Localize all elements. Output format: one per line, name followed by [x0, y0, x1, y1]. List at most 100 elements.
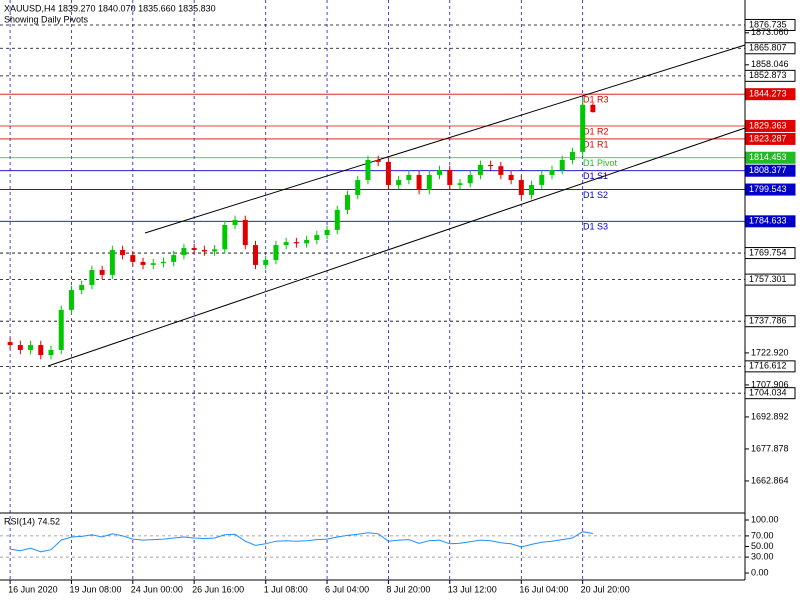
x-tick-label: 19 Jun 08:00: [69, 584, 121, 594]
candle-body: [365, 159, 371, 181]
level-label: 1814.453: [749, 152, 787, 162]
candle-body: [273, 245, 279, 260]
candle-body: [120, 249, 126, 256]
quote: 1839.270 1840.070 1835.660 1835.830: [58, 3, 216, 13]
axes: 1873.060 1858.046 1722.920 1707.906 1692.892…: [8, 27, 788, 594]
candle-body: [283, 242, 289, 246]
candle-body: [457, 183, 463, 185]
rsi-tick-label: 30.00: [751, 551, 774, 561]
pivot-label: D1 S3: [583, 222, 608, 232]
candle-body: [58, 309, 64, 350]
candle-body: [38, 345, 44, 356]
candle-body: [488, 164, 494, 167]
candle-body: [201, 249, 207, 252]
candle-body: [467, 174, 473, 184]
level-label: 1852.873: [749, 70, 787, 80]
candle-body: [590, 104, 596, 113]
candle-body: [549, 170, 555, 175]
channel-upper: [144, 44, 746, 234]
pivot-label: D1 S2: [583, 190, 608, 200]
candle-body: [68, 290, 74, 310]
candle-body: [529, 184, 535, 195]
candle-body: [406, 174, 412, 181]
x-tick-label: 16 Jun 2020: [8, 584, 58, 594]
candle-body: [109, 249, 115, 275]
y-tick-label: 1707.906: [751, 379, 789, 389]
candle-body: [477, 164, 483, 175]
level-label: 1757.301: [749, 274, 787, 284]
x-tick-label: 24 Jun 00:00: [131, 584, 183, 594]
candle-body: [89, 270, 95, 285]
subtitle: Showing Daily Pivots: [4, 14, 89, 24]
rsi-tick-label: 100.00: [751, 514, 779, 524]
x-tick-label: 6 Jul 04:00: [325, 584, 369, 594]
pivot-label: D1 Pivot: [583, 158, 618, 168]
channel-lower: [47, 127, 746, 367]
rsi-title: RSI(14) 74.52: [4, 516, 60, 526]
x-tick-label: 13 Jul 12:00: [448, 584, 497, 594]
candle-body: [518, 180, 524, 195]
y-tick-label: 1692.892: [751, 411, 789, 421]
candle-body: [212, 249, 218, 252]
candle-body: [539, 174, 545, 185]
rsi-tick-label: 50.00: [751, 541, 774, 551]
candle-body: [559, 159, 565, 171]
level-label: 1808.377: [749, 165, 787, 175]
x-tick-label: 20 Jul 20:00: [581, 584, 630, 594]
candle-body: [355, 180, 361, 195]
candle-body: [345, 194, 351, 210]
level-label: 1823.287: [749, 133, 787, 143]
candle-body: [437, 170, 443, 175]
candle-body: [28, 345, 34, 350]
level-label: 1799.543: [749, 184, 787, 194]
level-label: 1784.633: [749, 216, 787, 226]
level-label: 1876.735: [749, 19, 787, 29]
candle-body: [396, 180, 402, 185]
candle-body: [181, 248, 187, 256]
level-label: 1844.273: [749, 89, 787, 99]
candle-body: [293, 242, 299, 244]
candle-body: [304, 239, 310, 244]
candles: [7, 97, 596, 360]
candle-body: [447, 170, 453, 185]
x-tick-label: 1 Jul 08:00: [264, 584, 308, 594]
candle-body: [242, 219, 248, 246]
candle-body: [79, 284, 85, 291]
candle-body: [232, 219, 238, 226]
candle-body: [171, 255, 177, 262]
candle-body: [130, 255, 136, 262]
candle-body: [580, 104, 586, 152]
candle-body: [140, 261, 146, 265]
level-label: 1865.807: [749, 43, 787, 53]
candle-body: [191, 248, 197, 250]
candle-body: [314, 235, 320, 240]
level-label: 1769.754: [749, 247, 787, 257]
y-tick-label: 1858.046: [751, 59, 789, 69]
candle-body: [426, 174, 432, 191]
level-label: 1737.786: [749, 316, 787, 326]
candle-body: [375, 159, 381, 162]
level-label: 1704.034: [749, 388, 787, 398]
candle-body: [7, 342, 13, 346]
candle-body: [160, 261, 166, 264]
rsi-tick-label: 0.00: [751, 567, 769, 577]
rsi-line: [10, 531, 593, 553]
candle-body: [324, 229, 330, 236]
y-tick-label: 1873.060: [751, 27, 789, 37]
rsi-tick-label: 70.00: [751, 530, 774, 540]
pivot-label: D1 R1: [583, 139, 609, 149]
x-tick-label: 26 Jun 16:00: [192, 584, 244, 594]
x-tick-label: 16 Jul 04:00: [519, 584, 568, 594]
candle-body: [334, 209, 340, 230]
candle-body: [263, 259, 269, 265]
y-tick-label: 1722.920: [751, 347, 789, 357]
x-tick-label: 8 Jul 20:00: [386, 584, 430, 594]
candle-body: [416, 174, 422, 191]
pivot-label: D1 R3: [583, 95, 609, 105]
candle-body: [150, 263, 156, 265]
level-label: 1829.363: [749, 120, 787, 130]
